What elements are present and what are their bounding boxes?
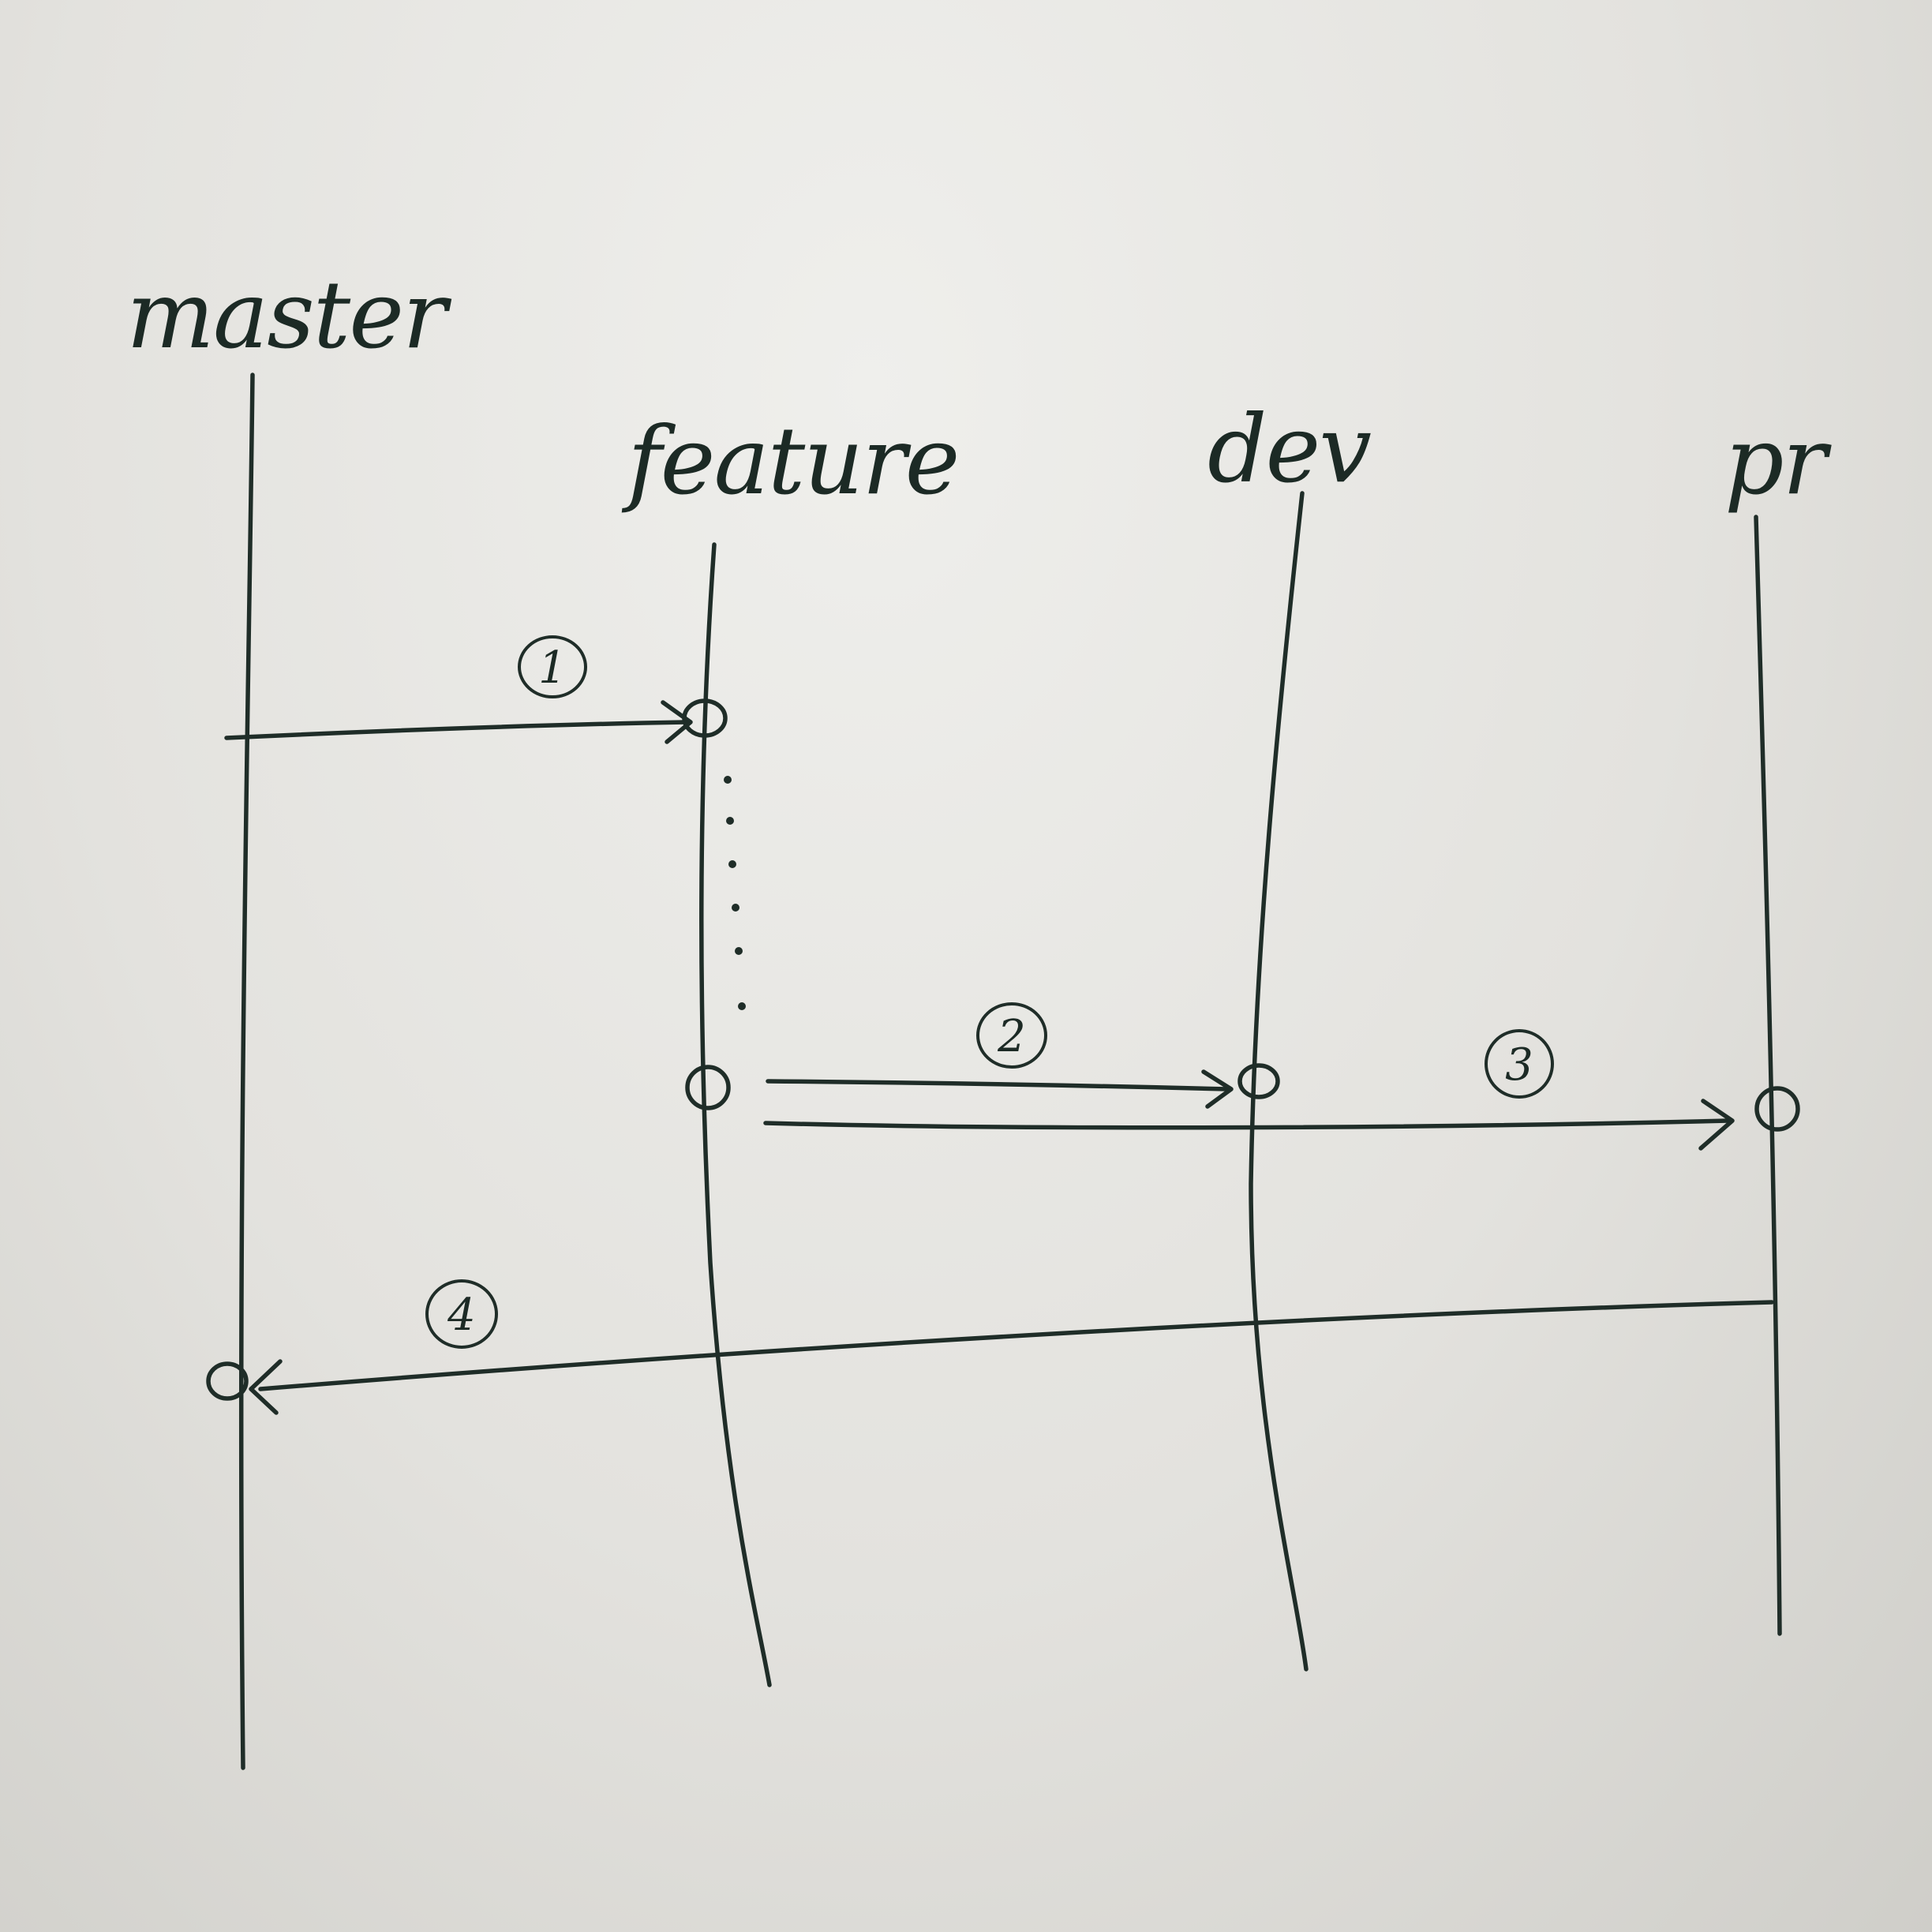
branch-line-master (238, 373, 255, 1770)
branch-label-master: master (126, 260, 452, 369)
step-badge-1: 1 (518, 635, 587, 698)
arrow-step-3 (763, 1099, 1735, 1151)
branch-label-pr: pr (1724, 406, 1833, 515)
step-badge-3: 3 (1485, 1029, 1554, 1099)
arrow-step-4 (249, 1300, 1774, 1415)
branch-line-pr (1754, 515, 1782, 1636)
commit-node-feature-end (685, 1065, 731, 1110)
step-badge-4: 4 (425, 1279, 498, 1349)
svg-text:4: 4 (447, 1290, 476, 1341)
branch-label-dev: dev (1208, 395, 1371, 504)
svg-text:1: 1 (538, 642, 567, 694)
branch-line-feature (699, 542, 772, 1687)
arrow-step-1 (224, 700, 693, 744)
step-badge-2: 2 (976, 1002, 1047, 1069)
commit-node-dev (1237, 1063, 1280, 1099)
svg-text:2: 2 (997, 1011, 1026, 1062)
commit-node-master (206, 1361, 249, 1401)
branch-label-feature: feature (621, 406, 959, 515)
svg-text:3: 3 (1505, 1039, 1533, 1091)
feature-commit-dots (724, 776, 746, 1010)
arrow-step-2 (766, 1069, 1234, 1109)
branch-line-dev (1249, 491, 1309, 1672)
commit-node-pr (1754, 1086, 1800, 1132)
